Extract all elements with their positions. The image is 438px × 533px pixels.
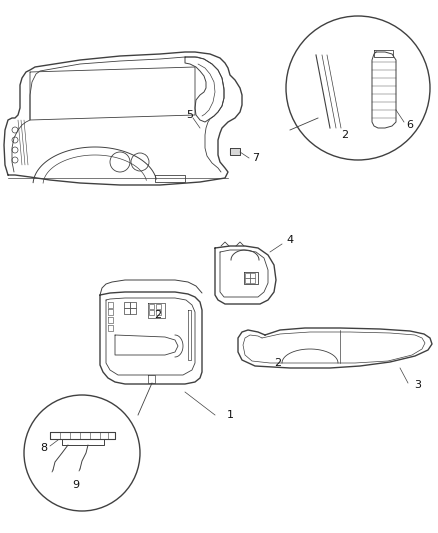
Text: 4: 4 [286,235,293,245]
Text: 2: 2 [341,130,348,140]
Text: 5: 5 [186,110,193,120]
FancyBboxPatch shape [244,273,249,278]
FancyBboxPatch shape [130,302,136,308]
FancyBboxPatch shape [130,308,136,314]
FancyBboxPatch shape [155,310,161,315]
Text: 8: 8 [40,443,47,453]
FancyBboxPatch shape [249,278,254,283]
Text: 9: 9 [72,480,79,490]
Text: 2: 2 [274,358,281,368]
FancyBboxPatch shape [155,304,161,309]
FancyBboxPatch shape [124,302,130,308]
Text: 2: 2 [154,310,161,320]
FancyBboxPatch shape [249,273,254,278]
Text: 3: 3 [413,380,420,390]
Text: 7: 7 [252,153,259,163]
FancyBboxPatch shape [148,304,154,309]
Text: 6: 6 [406,120,413,130]
FancyBboxPatch shape [244,278,249,283]
FancyBboxPatch shape [124,308,130,314]
FancyBboxPatch shape [148,310,154,315]
Text: 1: 1 [226,410,233,420]
